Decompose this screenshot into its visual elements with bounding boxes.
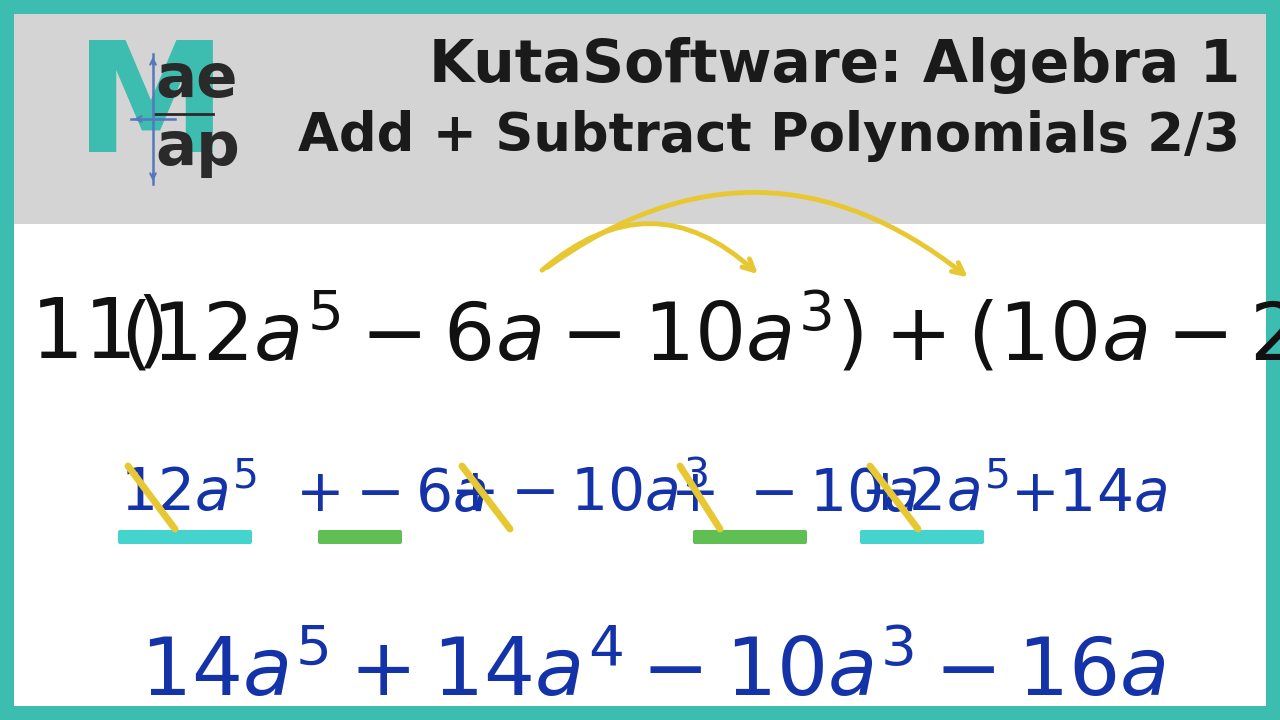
Text: $+ -6a$: $+ -6a$ <box>294 466 486 523</box>
FancyBboxPatch shape <box>692 530 806 544</box>
Bar <box>14 224 1266 706</box>
FancyBboxPatch shape <box>860 530 984 544</box>
Text: $11)$: $11)$ <box>29 294 164 374</box>
Text: $12a^5$: $12a^5$ <box>120 465 257 523</box>
Text: $14a^5 + 14a^4 - 10a^3 - 16a$: $14a^5 + 14a^4 - 10a^3 - 16a$ <box>140 635 1166 713</box>
Text: Add + Subtract Polynomials 2/3: Add + Subtract Polynomials 2/3 <box>298 110 1240 162</box>
Text: $(12a^5 - 6a - 10a^3) + (10a - 2a^5 - 14$: $(12a^5 - 6a - 10a^3) + (10a - 2a^5 - 14… <box>120 291 1280 377</box>
Text: KutaSoftware: Algebra 1: KutaSoftware: Algebra 1 <box>429 37 1240 94</box>
Text: ae: ae <box>155 52 238 110</box>
Text: $+ 14a$: $+ 14a$ <box>1010 466 1167 523</box>
Text: ap: ap <box>155 120 239 179</box>
Text: M: M <box>76 35 227 184</box>
FancyBboxPatch shape <box>317 530 402 544</box>
Bar <box>14 14 1266 224</box>
Text: $+\ -10a$: $+\ -10a$ <box>669 466 918 523</box>
Text: $+ -10a^3$: $+ -10a^3$ <box>451 465 708 523</box>
Text: $+2a^5$: $+2a^5$ <box>860 465 1009 523</box>
FancyBboxPatch shape <box>118 530 252 544</box>
